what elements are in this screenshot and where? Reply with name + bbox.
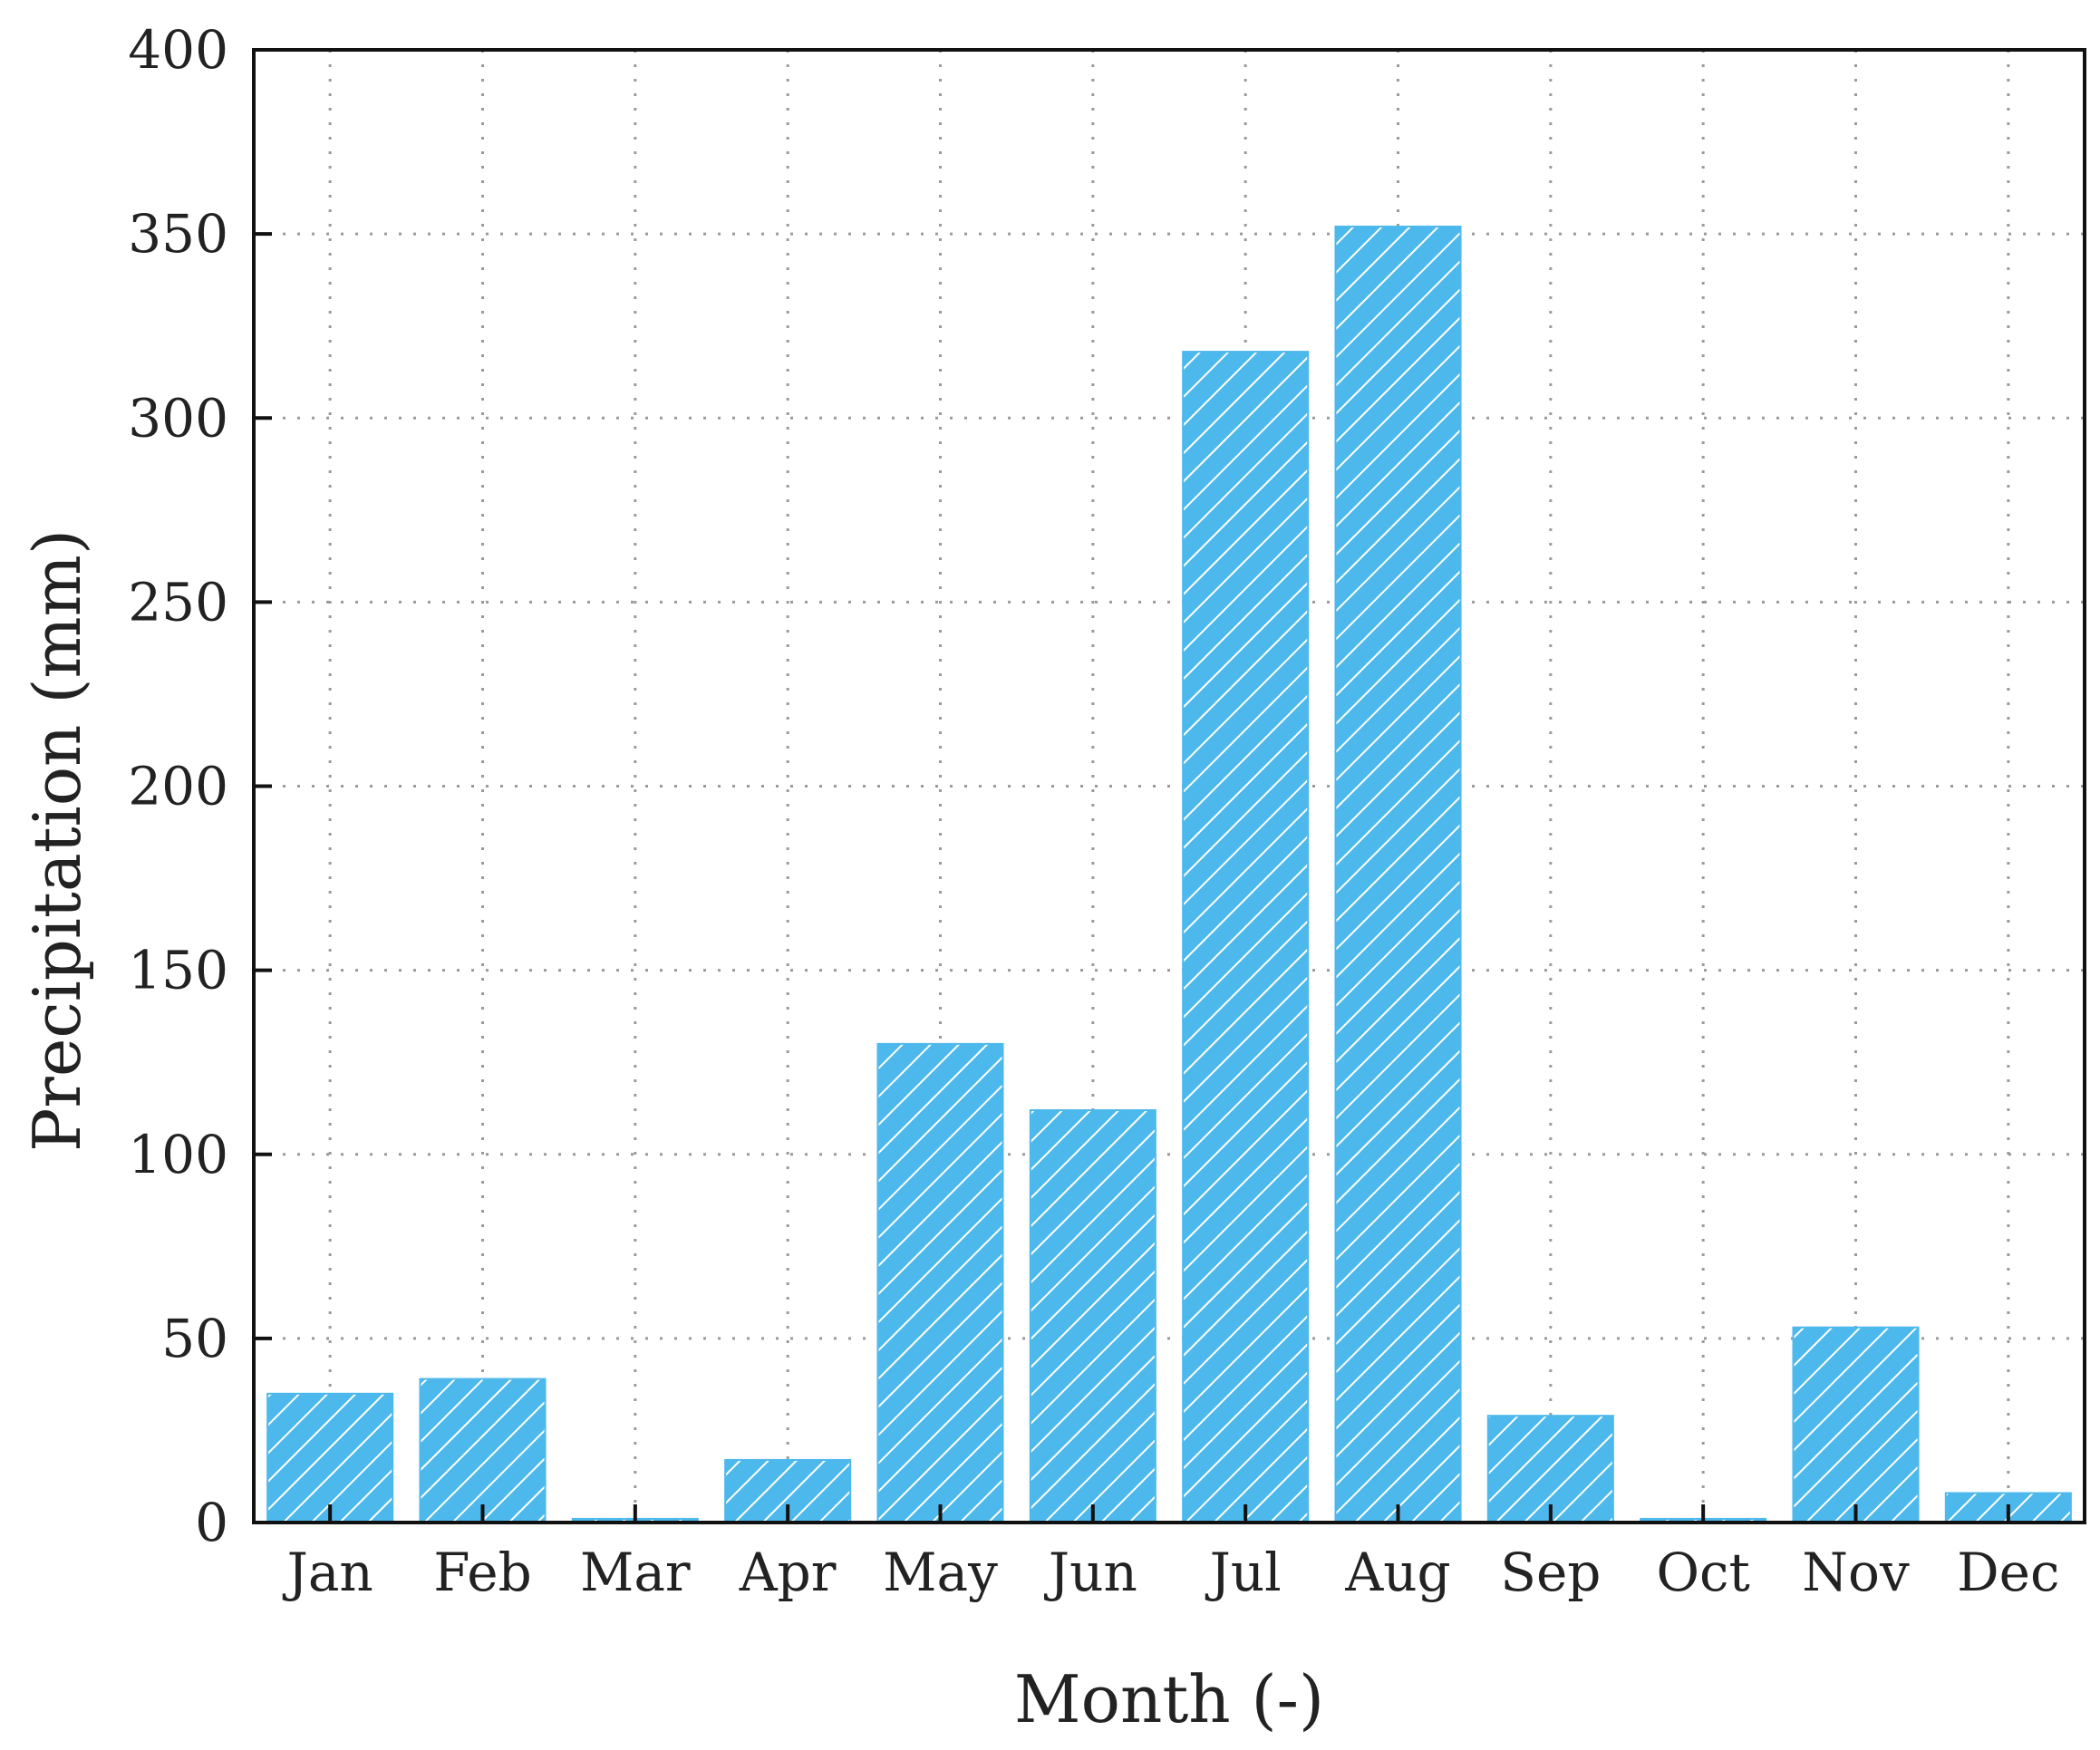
- bar-jun: [1029, 1109, 1156, 1523]
- x-tick-label: Jun: [1044, 1542, 1137, 1603]
- bar-aug: [1334, 226, 1462, 1523]
- y-tick-label: 400: [128, 19, 228, 81]
- x-tick-label: Oct: [1656, 1542, 1749, 1603]
- y-tick-labels: 0 50 100 150 200 250 300 350 400: [128, 19, 228, 1553]
- y-axis-title: Precipitation (mm): [19, 529, 95, 1152]
- axis-ticks: [254, 48, 2010, 1524]
- x-tick-label: Feb: [433, 1542, 532, 1603]
- x-tick-label: Aug: [1344, 1542, 1450, 1603]
- grid-lines: [254, 50, 2085, 1523]
- bar-jul: [1182, 351, 1310, 1523]
- y-tick-label: 250: [128, 571, 228, 633]
- x-tick-label: Apr: [739, 1542, 837, 1603]
- x-tick-label: Dec: [1957, 1542, 2059, 1603]
- bars: [266, 226, 2072, 1523]
- bar-jan: [266, 1392, 394, 1523]
- x-tick-label: Mar: [580, 1542, 691, 1603]
- y-tick-label: 200: [128, 756, 228, 817]
- x-tick-label: Sep: [1500, 1542, 1601, 1603]
- y-tick-label: 0: [195, 1492, 228, 1553]
- y-tick-label: 300: [128, 387, 228, 449]
- bar-nov: [1792, 1326, 1920, 1523]
- x-axis-title: Month (-): [1014, 1661, 1324, 1737]
- x-tick-label: May: [883, 1542, 998, 1603]
- bar-feb: [419, 1378, 547, 1523]
- y-tick-label: 100: [128, 1124, 228, 1185]
- x-tick-labels: Jan Feb Mar Apr May Jun Jul Aug Sep Oct Nov Dec: [283, 1542, 2060, 1603]
- y-tick-label: 350: [128, 203, 228, 265]
- bar-may: [876, 1042, 1004, 1523]
- x-tick-label: Jan: [283, 1542, 373, 1603]
- y-tick-label: 50: [161, 1308, 228, 1369]
- x-tick-label: Jul: [1205, 1542, 1282, 1603]
- x-tick-label: Nov: [1802, 1542, 1910, 1603]
- y-tick-label: 150: [128, 940, 228, 1001]
